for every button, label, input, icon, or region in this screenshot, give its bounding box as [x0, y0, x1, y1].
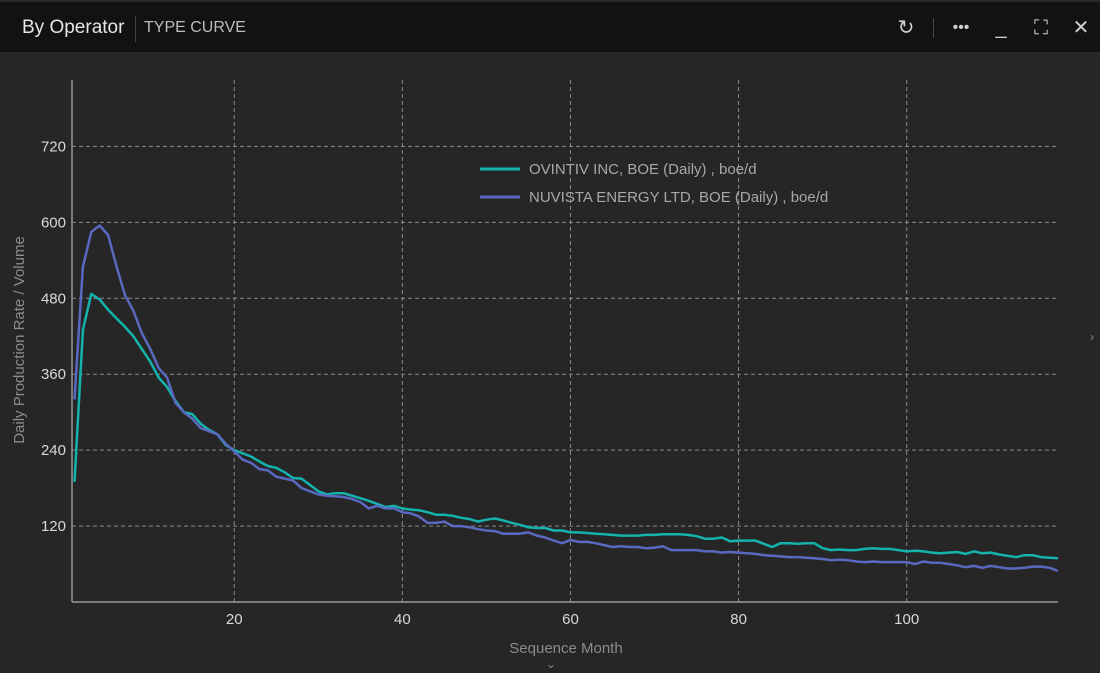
toolbar-divider	[933, 18, 934, 38]
x-tick-label: 80	[730, 611, 747, 628]
x-tick-label: 60	[562, 611, 579, 628]
panel-header: By Operator TYPE CURVE ↻ ••• _ ⛶ ✕	[0, 0, 1100, 52]
panel-title: By Operator	[22, 17, 125, 38]
series-line	[73, 292, 1059, 560]
y-tick-label: 240	[41, 442, 66, 459]
title-divider	[135, 16, 136, 42]
x-axis-label: Sequence Month	[509, 640, 622, 657]
panel-subtitle: TYPE CURVE	[144, 19, 246, 36]
y-tick-label: 720	[41, 138, 66, 155]
x-tick-label: 40	[394, 611, 411, 628]
y-tick-label: 360	[41, 366, 66, 383]
more-icon[interactable]: •••	[952, 19, 970, 36]
minimize-icon[interactable]: _	[995, 17, 1007, 39]
refresh-icon[interactable]: ↻	[897, 17, 915, 39]
legend-label: OVINTIV INC, BOE (Daily) , boe/d	[529, 161, 757, 178]
expand-bottom-icon[interactable]: ⌄	[546, 657, 557, 671]
close-icon[interactable]: ✕	[1072, 17, 1090, 39]
x-tick-label: 100	[894, 611, 919, 628]
y-axis-label: Daily Production Rate / Volume	[11, 236, 28, 444]
expand-right-icon[interactable]: ›	[1090, 330, 1094, 344]
series-line	[73, 224, 1059, 573]
y-tick-label: 120	[41, 518, 66, 535]
y-tick-label: 600	[41, 214, 66, 231]
maximize-icon[interactable]: ⛶	[1034, 17, 1048, 39]
y-tick-label: 480	[41, 290, 66, 307]
type-curve-chart: 120 240 360 480 600 720 20 40 60 80 100 Sequence Mo…	[11, 80, 1059, 657]
legend-label: NUVISTA ENERGY LTD, BOE (Daily) , boe/d	[529, 189, 828, 206]
x-tick-label: 20	[226, 611, 243, 628]
